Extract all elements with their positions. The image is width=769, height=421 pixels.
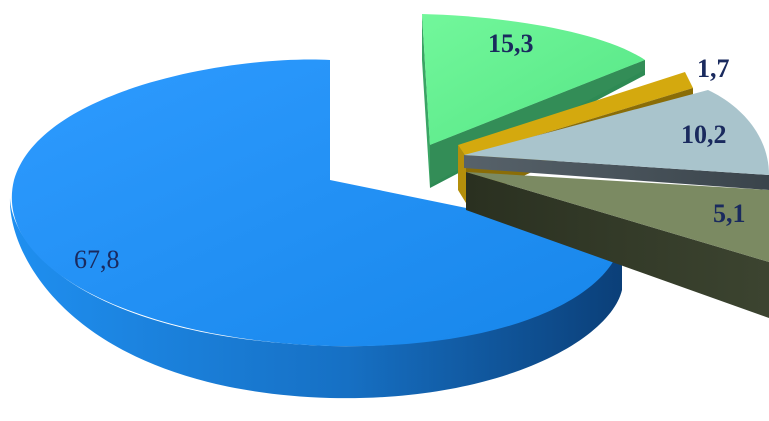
slice-15-3-front [422,14,430,188]
label-1-7: 1,7 [697,54,730,83]
slice-1-7-top [458,72,693,157]
label-5-1: 5,1 [713,199,746,228]
label-15-3: 15,3 [488,29,534,58]
label-10-2: 10,2 [681,120,727,149]
slice-67-8-top [11,59,623,347]
slice-10-2-top [464,90,769,175]
slice-10-2 [464,90,769,190]
slice-5-1-front [466,172,769,318]
slice-67-8 [9,59,623,399]
slice-5-1-top [466,172,769,262]
slice-15-3-top [422,14,645,145]
slice-10-2-side [464,155,769,190]
slice-67-8-side [9,198,622,399]
slice-5-1 [466,172,769,318]
label-67-8: 67,8 [74,245,120,274]
